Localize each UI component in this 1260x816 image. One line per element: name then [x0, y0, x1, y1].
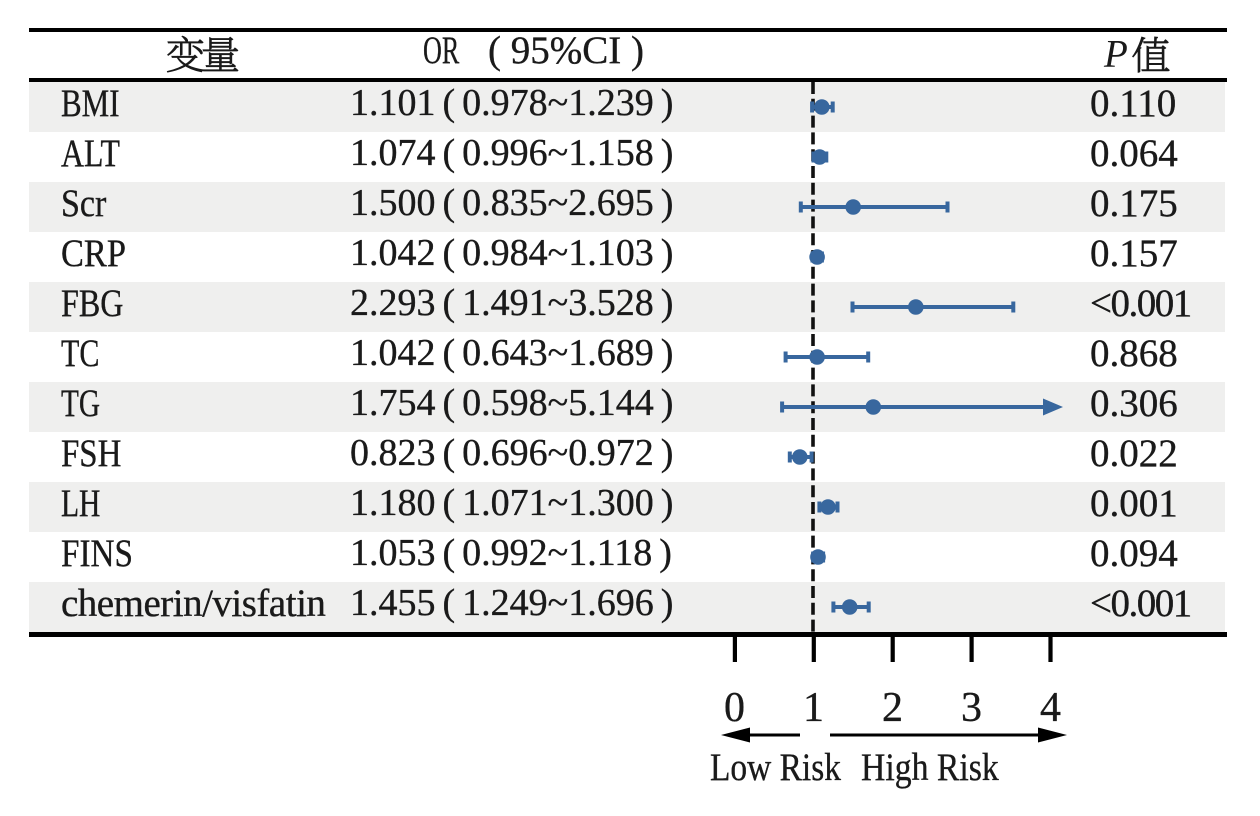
svg-text:P: P: [1103, 33, 1128, 76]
